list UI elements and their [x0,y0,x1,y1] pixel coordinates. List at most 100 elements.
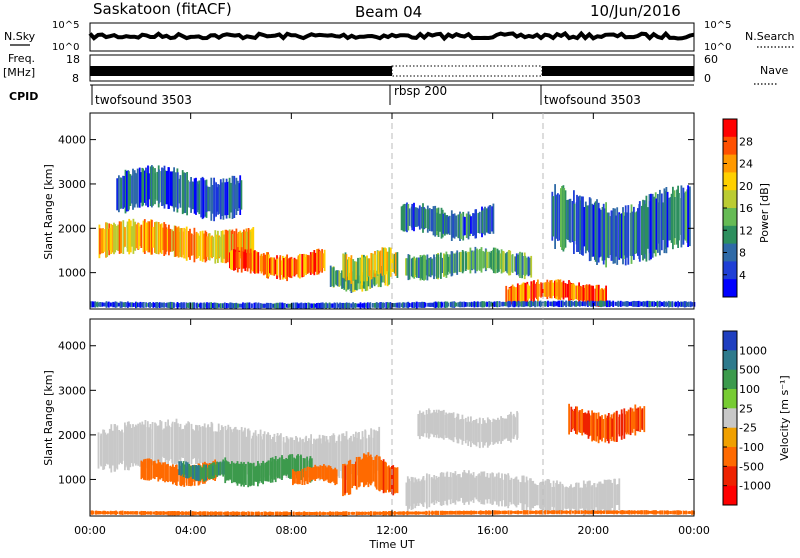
power-cell [408,302,411,308]
power-cell [239,230,242,259]
power-cell [336,302,339,309]
power-cell [173,167,175,212]
power-cell [671,301,674,308]
power-cell [158,169,160,204]
power-cell [151,165,153,208]
power-cell [650,193,652,260]
power-cell [576,301,579,307]
time-tick-label: 08:00 [275,524,307,537]
power-cell [174,172,177,208]
velocity-cell [448,476,450,500]
power-cell [381,270,383,283]
velocity-cell [576,510,578,514]
power-cell [619,213,622,259]
velocity-colorbar-label: -1000 [739,480,771,493]
velocity-cell [365,438,368,468]
velocity-cell [365,454,368,485]
velocity-cell [276,459,279,478]
power-cell [195,231,198,259]
power-cell [348,274,351,289]
velocity-cell [143,424,145,464]
power-cell [599,300,601,307]
velocity-cell [331,435,333,479]
velocity-cell [582,510,585,514]
power-cell [504,253,507,272]
velocity-cell [548,479,551,514]
power-cell [502,302,505,306]
power-cell [354,275,357,290]
velocity-cell [435,476,438,504]
velocity-cell [572,411,575,429]
velocity-cell [347,460,350,495]
power-cell [578,286,581,300]
velocity-cell [463,470,466,505]
power-cell [238,251,241,268]
power-cell [485,249,488,271]
velocity-cell [315,466,318,479]
velocity-cell [477,511,480,514]
power-cell [347,303,349,308]
velocity-cell [240,461,243,487]
power-cell [163,222,166,256]
velocity-cell [162,511,165,515]
freq-unit-label: [MHz] [3,66,35,79]
power-cell [152,166,154,206]
power-cell [685,301,687,308]
velocity-cell [326,512,328,515]
power-cell [149,166,152,207]
velocity-cell [284,442,287,472]
power-cell [273,303,276,309]
power-cell [181,302,183,309]
velocity-cell [342,464,344,497]
velocity-cell [159,511,162,515]
power-cell [199,302,202,309]
power-cell [143,219,146,254]
velocity-cell [689,511,692,514]
power-cell [565,301,568,306]
power-cell [250,252,253,270]
velocity-cell [374,511,377,515]
velocity-cell [120,511,123,515]
velocity-cell [400,511,402,515]
power-cell [537,279,539,302]
power-cell [206,236,208,257]
power-cell [582,196,584,256]
velocity-cell [180,461,182,476]
velocity-cell [465,510,468,515]
velocity-cell [177,423,179,464]
power-cell [142,302,145,308]
velocity-cell [323,464,325,482]
velocity-cell [178,511,181,515]
power-cell [112,301,114,308]
power-cell [314,303,317,308]
velocity-cell [160,464,163,479]
velocity-cell [596,483,599,511]
power-cell [549,301,551,306]
velocity-cell [494,476,496,502]
power-cell [487,206,490,234]
velocity-cell [368,437,371,468]
velocity-cell [236,429,239,471]
noise-series [88,30,695,42]
power-cell [416,207,419,227]
power-cell [266,252,268,279]
velocity-cell [329,436,332,479]
velocity-cell [474,477,476,498]
velocity-cell [360,459,363,483]
power-cell [452,214,455,238]
velocity-ytick-label: 3000 [58,384,86,397]
power-cell [500,249,503,274]
velocity-cell [265,512,268,515]
power-ytick-label: 4000 [58,134,86,147]
velocity-cell [263,511,266,516]
velocity-cell [262,464,265,481]
power-cell [538,283,540,297]
velocity-cell [358,456,361,487]
velocity-cell [615,484,617,506]
velocity-cell [611,418,613,437]
power-cell [114,301,117,308]
velocity-cell [622,510,625,515]
velocity-cell [331,469,334,482]
velocity-cell [185,511,187,516]
velocity-cell [230,511,233,516]
